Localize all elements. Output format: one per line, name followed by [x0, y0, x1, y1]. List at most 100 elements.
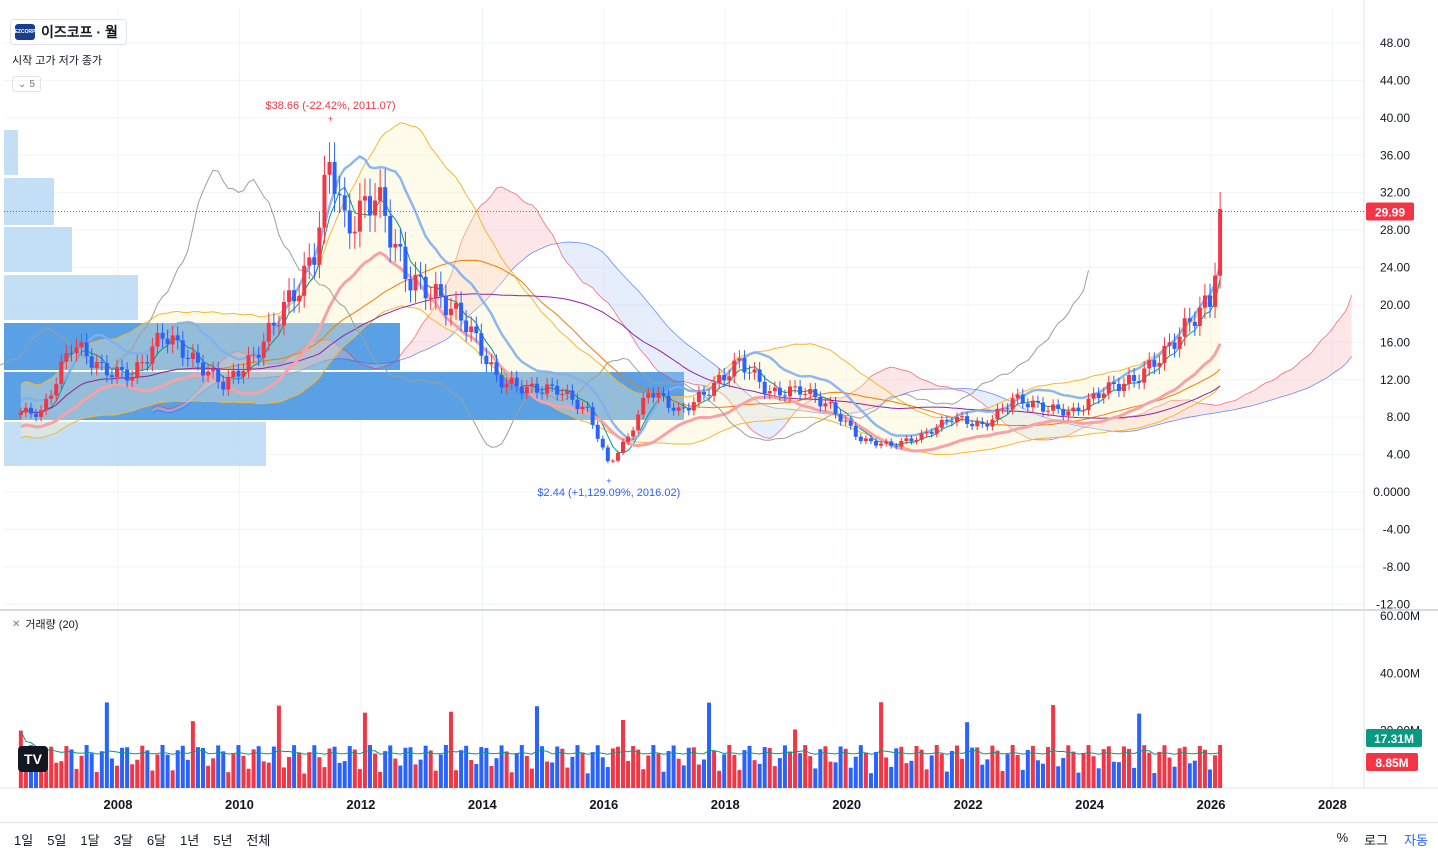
candle-body [28, 407, 33, 414]
volume-bar [403, 747, 408, 788]
ichimoku-cloud [658, 314, 664, 375]
volume-bar [1086, 745, 1091, 788]
candle-body [1121, 383, 1126, 391]
candle-body [454, 302, 459, 309]
volume-bar [1152, 773, 1157, 788]
bottom-toolbar: 1일 5일 1달 3달 6달 1년 5년 전체 % 로그 자동 [0, 822, 1438, 856]
ichimoku-cloud [769, 406, 775, 439]
auto-scale-button[interactable]: 자동 [1404, 833, 1428, 848]
ichimoku-cloud [1037, 414, 1044, 440]
volume-bar [858, 745, 863, 788]
candle-body [524, 386, 529, 394]
ichimoku-cloud [870, 373, 877, 409]
candle-body [863, 438, 868, 442]
ichimoku-cloud [638, 290, 644, 354]
ichimoku-cloud [779, 408, 785, 431]
candle-body [934, 427, 939, 434]
candle-body [944, 419, 949, 422]
symbol-legend[interactable]: EZCORP 이즈코프 · 월 [10, 19, 127, 45]
candle-body [676, 407, 681, 411]
volume-bar [428, 750, 433, 788]
volume-bar [327, 748, 332, 788]
range-5d[interactable]: 5일 [47, 833, 67, 848]
volume-bar [995, 750, 1000, 788]
candle-body [732, 360, 737, 377]
chevron-down-icon: ⌄ [18, 78, 27, 90]
range-1d[interactable]: 1일 [14, 833, 34, 848]
candle-body [332, 162, 337, 194]
candle-body [109, 375, 114, 378]
price-tick-label: 8.00 [1387, 410, 1411, 424]
volume-bar [297, 752, 302, 788]
percent-scale-button[interactable]: % [1336, 830, 1349, 845]
ichimoku-cloud [450, 259, 457, 336]
volume-bar [256, 746, 261, 788]
candle-body [661, 393, 666, 396]
low-marker: + [606, 476, 611, 486]
volume-bar [49, 746, 54, 788]
range-5y[interactable]: 5년 [213, 833, 233, 848]
tradingview-logo[interactable]: TV [18, 746, 48, 772]
time-tick-label: 2018 [711, 797, 740, 812]
volume-bar [160, 745, 165, 788]
volume-bar [1035, 760, 1040, 788]
range-3m[interactable]: 3달 [113, 833, 133, 848]
volume-bar [752, 760, 757, 788]
log-scale-button[interactable]: 로그 [1364, 833, 1389, 848]
indicator-toggle[interactable]: ⌄ 5 [12, 76, 41, 92]
volume-bar [590, 752, 595, 788]
candle-body [833, 402, 838, 414]
volume-bar [646, 755, 651, 788]
ichimoku-cloud [1306, 352, 1312, 389]
volume-bar [125, 747, 130, 788]
candle-body [848, 420, 853, 426]
ichimoku-cloud [633, 285, 639, 348]
candle-body [1025, 403, 1030, 408]
candle-body [772, 387, 777, 392]
range-1m[interactable]: 1달 [80, 833, 100, 848]
ichimoku-cloud [977, 389, 983, 404]
volume-bar [1071, 751, 1076, 788]
volume-bar [615, 746, 620, 788]
candle-body [666, 395, 671, 408]
close-icon[interactable]: ✕ [12, 618, 21, 630]
candle-body [914, 439, 919, 442]
candle-body [949, 421, 954, 423]
candle-body [1091, 393, 1096, 399]
volume-profile-bar [4, 130, 18, 175]
range-6m[interactable]: 6달 [146, 833, 167, 848]
volume-bar [853, 756, 858, 788]
price-tick-label: 32.00 [1380, 186, 1410, 200]
ichimoku-cloud [1341, 309, 1347, 368]
volume-bar [666, 751, 671, 788]
volume-bar [69, 749, 74, 788]
candle-body [190, 352, 195, 359]
candle-body [1207, 295, 1212, 307]
ichimoku-cloud [203, 378, 209, 392]
chart-area[interactable]: $38.66 (-22.42%, 2011.07) + + $2.44 (+1,129… [0, 0, 1438, 820]
volume-legend[interactable]: ✕ 거래량 (20) [12, 616, 78, 632]
price-tick-label: -4.00 [1383, 522, 1411, 536]
ichimoku-cloud [1270, 378, 1276, 401]
ichimoku-cloud [1280, 371, 1286, 397]
volume-bar [201, 747, 206, 788]
candle-body [287, 290, 292, 302]
candle-body [656, 393, 661, 398]
candle-body [621, 441, 626, 453]
candle-body [201, 362, 206, 376]
volume-bar [433, 770, 438, 788]
volume-bar [1081, 752, 1086, 788]
range-1y[interactable]: 1년 [180, 833, 200, 848]
candle-body [135, 362, 140, 377]
candle-body [120, 367, 125, 370]
ichimoku-cloud [526, 203, 532, 257]
candle-body [600, 438, 605, 448]
ichimoku-cloud [597, 248, 603, 300]
volume-bar [681, 765, 686, 788]
price-chart[interactable]: $38.66 (-22.42%, 2011.07)++$2.44 (+1,129… [0, 0, 1438, 820]
ichimoku-cloud [1245, 392, 1251, 408]
candle-body [459, 302, 464, 321]
high-annotation: $38.66 (-22.42%, 2011.07) [265, 100, 395, 112]
range-all[interactable]: 전체 [246, 833, 271, 848]
kijun-line [20, 250, 1222, 453]
